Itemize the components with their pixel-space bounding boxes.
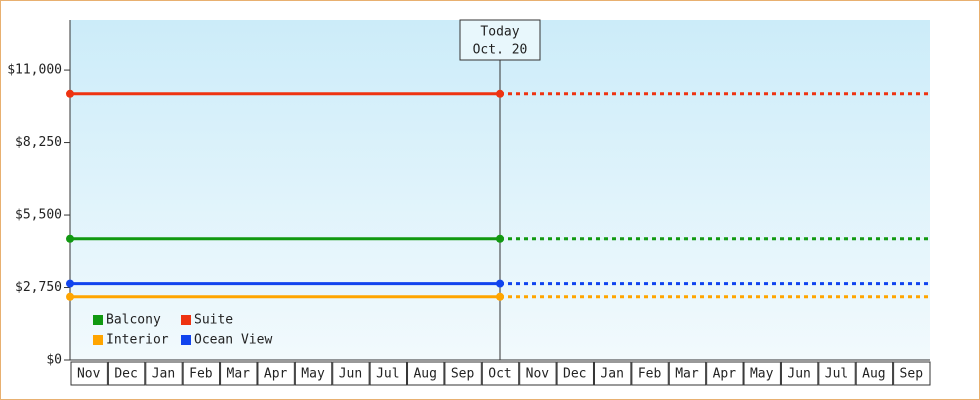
x-tick-label: Dec (114, 367, 137, 382)
y-tick-label: $0 (46, 353, 62, 368)
month-box (481, 361, 520, 386)
y-tick-label: $2,750 (15, 280, 62, 295)
month-box (407, 361, 445, 386)
y-tick-label: $11,000 (7, 63, 62, 78)
x-tick-label: May (301, 367, 325, 382)
x-tick-label: Mar (675, 367, 699, 382)
x-tick-label: Sep (900, 367, 924, 382)
month-box (220, 361, 258, 386)
x-tick-label: Mar (227, 367, 251, 382)
point (66, 234, 74, 243)
month-box (519, 361, 557, 386)
x-tick-label: Feb (638, 367, 662, 382)
x-tick-label: Aug (862, 367, 885, 382)
month-box (780, 361, 819, 386)
month-box (182, 361, 221, 386)
y-tick-label: $5,500 (15, 208, 62, 223)
month-box (257, 361, 295, 386)
legend-swatch (181, 335, 191, 345)
point (496, 292, 504, 301)
annotation: Today (480, 25, 519, 40)
point (496, 234, 504, 243)
x-tick-label: Oct (488, 367, 511, 382)
x-tick-label: Aug (413, 367, 436, 382)
month-box (631, 361, 669, 386)
x-tick-label: Jan (152, 367, 175, 382)
month-box (556, 361, 594, 386)
legend-label: Ocean View (194, 333, 272, 348)
month-box (70, 361, 108, 386)
point (66, 89, 74, 98)
month-box (893, 361, 931, 386)
month-box (593, 361, 632, 386)
month-box (706, 361, 744, 386)
legend-swatch (93, 315, 103, 325)
legend-label: Suite (194, 313, 233, 328)
x-tick-label: Sep (451, 367, 475, 382)
point (66, 279, 74, 288)
x-tick-label: Jul (825, 367, 848, 382)
x-tick-label: Apr (713, 367, 737, 382)
x-tick-label: Feb (189, 367, 213, 382)
today-box (459, 19, 541, 61)
x-tick-label: Jan (600, 367, 623, 382)
month-box (107, 361, 146, 386)
month-box (668, 361, 707, 386)
y-tick-label: $8,250 (15, 135, 62, 150)
annotation: Oct. 20 (473, 43, 528, 58)
point (496, 89, 504, 98)
legend-label: Interior (106, 333, 169, 348)
x-tick-label: Dec (563, 367, 586, 382)
legend-label: Balcony (106, 313, 161, 328)
x-tick-label: Jun (787, 367, 810, 382)
legend-swatch (181, 315, 191, 325)
x-tick-label: Apr (264, 367, 288, 382)
point (66, 292, 74, 301)
x-tick-label: Jun (339, 367, 362, 382)
month-box (855, 361, 894, 386)
month-box (818, 361, 856, 386)
month-box (145, 361, 183, 386)
month-box (369, 361, 408, 386)
month-box (444, 361, 482, 386)
x-tick-label: Jul (376, 367, 399, 382)
month-box (743, 361, 781, 386)
x-tick-label: May (750, 367, 774, 382)
x-tick-label: Nov (526, 367, 550, 382)
x-tick-label: Nov (77, 367, 101, 382)
month-box (294, 361, 333, 386)
month-box (332, 361, 370, 386)
legend-swatch (93, 335, 103, 345)
point (496, 279, 504, 288)
